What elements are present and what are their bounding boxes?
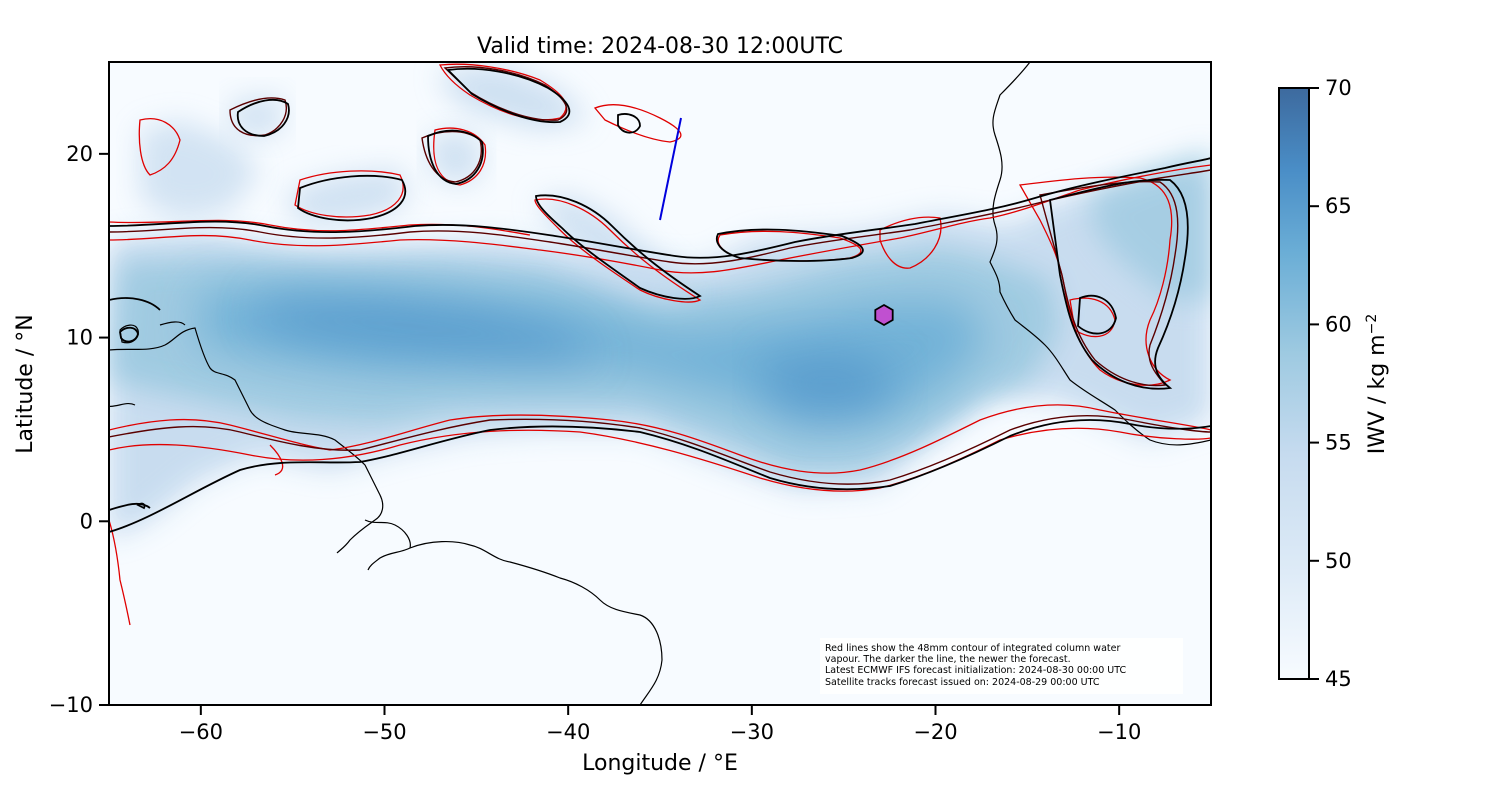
colorbar-label: IWV / kg m−2 [1364,314,1390,454]
colorbar: 70 65 60 55 50 45 IWV / kg m−2 [1278,76,1390,691]
iwv-contours [109,63,1211,626]
y-axis-ticks: 20 10 0 −10 [49,142,109,717]
y-tick-label: −10 [49,693,93,717]
colorbar-tick-label: 65 [1325,194,1352,218]
plot-title: Valid time: 2024-08-30 12:00UTC [477,34,843,59]
y-tick-label: 10 [66,326,93,350]
station-hexagon-marker [874,303,894,327]
x-axis-ticks: −60 −50 −40 −30 −20 −10 [179,705,1141,744]
colorbar-tick-label: 45 [1325,667,1352,691]
y-tick-label: 20 [66,142,93,166]
x-tick-label: −60 [179,720,223,744]
x-tick-label: −40 [546,720,590,744]
map-area: Red lines show the 48mm contour of integ… [109,62,1211,705]
x-tick-label: −50 [362,720,406,744]
map-frame [108,61,1212,706]
colorbar-tick-label: 55 [1325,431,1352,455]
x-axis-label: Longitude / °E [582,751,738,776]
iwv-contours-newest [109,67,1211,533]
x-tick-label: −30 [730,720,774,744]
colorbar-tick-label: 50 [1325,549,1352,573]
annotation-line-2: vapour. The darker the line, the newer t… [825,654,1071,665]
annotation-line-1: Red lines show the 48mm contour of integ… [825,643,1120,654]
annotation-box: Red lines show the 48mm contour of integ… [820,638,1183,694]
colorbar-label-superscript: −2 [1364,314,1380,335]
annotation-line-3: Latest ECMWF IFS forecast initialization… [825,665,1126,676]
satellite-track-line [659,117,682,221]
colorbar-tick-label: 60 [1325,312,1352,336]
colorbar-label-text: IWV / kg m [1365,334,1390,454]
iwv-field [109,65,1211,540]
y-tick-label: 0 [80,509,93,533]
colorbar-gradient [1278,87,1310,680]
annotation-line-4: Satellite tracks forecast issued on: 202… [825,677,1100,688]
y-axis-label: Latitude / °N [13,314,38,453]
colorbar-tick-label: 70 [1325,76,1352,100]
x-tick-label: −10 [1097,720,1141,744]
coastlines [109,62,1211,705]
x-tick-label: −20 [913,720,957,744]
annotation-background [820,638,1183,694]
colorbar-ticks: 70 65 60 55 50 45 [1309,76,1352,691]
